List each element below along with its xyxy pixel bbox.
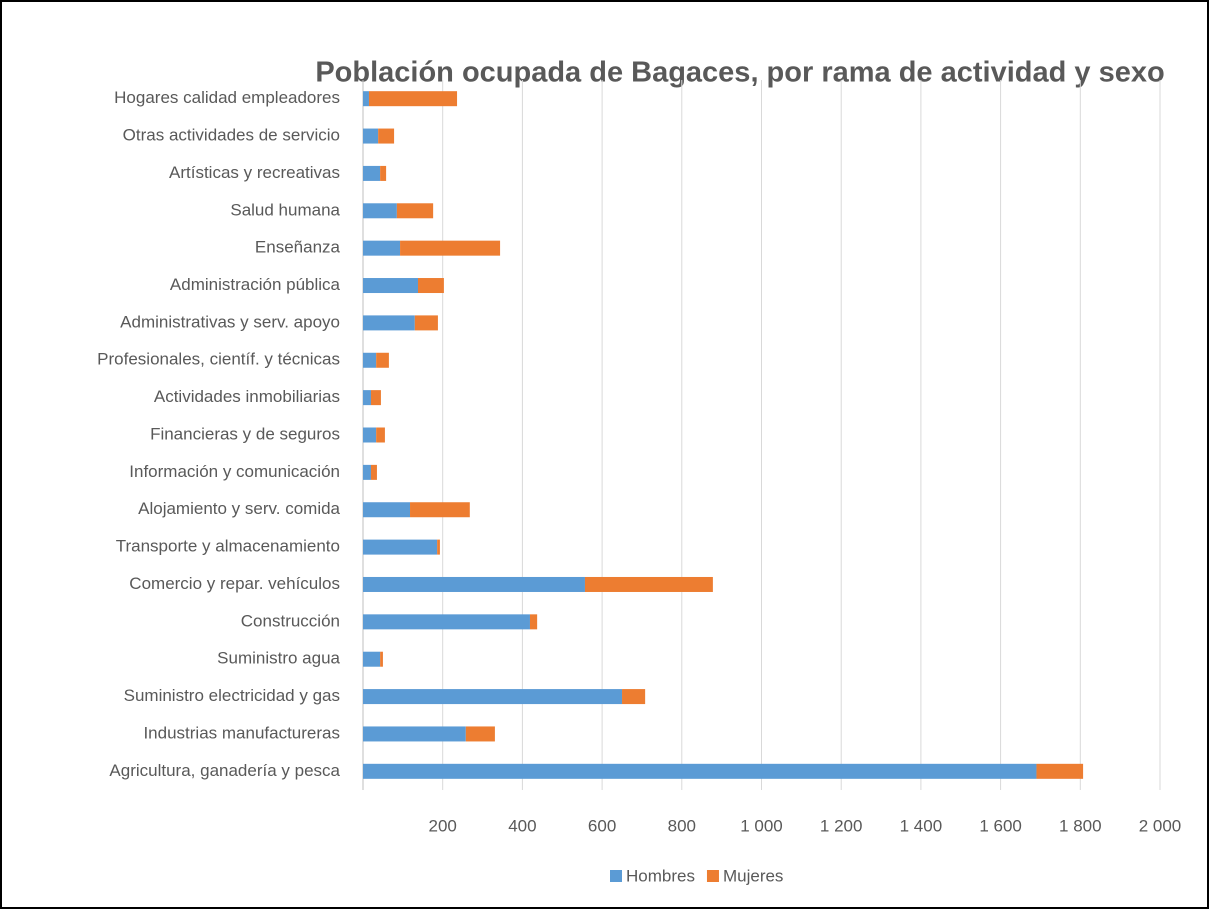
- x-tick-label: 1 000: [740, 816, 783, 835]
- x-tick-label: 400: [508, 816, 536, 835]
- bar-segment: [363, 427, 377, 443]
- y-tick-label: Profesionales, científ. y técnicas: [97, 350, 340, 369]
- bar-segment: [376, 352, 389, 368]
- x-tick-label: 1 200: [820, 816, 863, 835]
- x-tick-label: 800: [668, 816, 696, 835]
- y-tick-label: Suministro agua: [217, 649, 340, 668]
- bar-segment: [363, 464, 371, 480]
- legend-swatch: [610, 870, 622, 882]
- bar-segment: [363, 278, 418, 294]
- bar-segment: [410, 502, 470, 518]
- x-tick-label: 1 800: [1059, 816, 1102, 835]
- bar-segment: [363, 128, 379, 144]
- x-tick-label: 2 000: [1139, 816, 1182, 835]
- bar-segment: [368, 91, 458, 107]
- bar-segment: [380, 165, 387, 181]
- bar-segment: [437, 539, 440, 555]
- y-tick-label: Administración pública: [170, 275, 341, 294]
- y-tick-label: Alojamiento y serv. comida: [138, 499, 340, 518]
- bar-segment: [363, 614, 530, 630]
- x-tick-label: 1 400: [900, 816, 943, 835]
- y-tick-label: Administrativas y serv. apoyo: [120, 312, 340, 331]
- legend-label: Mujeres: [723, 866, 783, 885]
- x-tick-label: 600: [588, 816, 616, 835]
- bar-segment: [370, 390, 381, 406]
- bar-segment: [363, 576, 585, 592]
- y-tick-label: Financieras y de seguros: [150, 424, 340, 443]
- bar-segment: [363, 352, 377, 368]
- legend-swatch: [706, 870, 719, 882]
- bar-segment: [363, 539, 438, 555]
- bar-segment: [363, 203, 397, 219]
- y-tick-label: Otras actividades de servicio: [123, 126, 340, 145]
- x-tick-label: 1 600: [979, 816, 1022, 835]
- y-tick-label: Enseñanza: [255, 238, 341, 257]
- y-tick-label: Información y comunicación: [129, 462, 340, 481]
- bar-segment: [363, 763, 1037, 779]
- bar-segment: [417, 278, 444, 294]
- y-tick-label: Construcción: [241, 611, 340, 630]
- chart-title: Población ocupada de Bagaces, por rama d…: [315, 57, 1164, 89]
- bar-segment: [414, 315, 438, 331]
- bar-segment: [363, 315, 415, 331]
- bar-segment: [363, 651, 381, 667]
- bar-segment: [363, 91, 369, 107]
- bar-segment: [363, 726, 466, 742]
- bar-segment: [622, 689, 646, 705]
- y-tick-label: Transporte y almacenamiento: [116, 537, 340, 556]
- y-tick-label: Industrias manufactureras: [143, 723, 340, 742]
- y-tick-label: Comercio y repar. vehículos: [129, 574, 340, 593]
- legend-label: Hombres: [626, 866, 695, 885]
- bar-segment: [584, 576, 713, 592]
- bar-segment: [396, 203, 434, 219]
- bar-segment: [363, 240, 401, 256]
- y-tick-label: Agricultura, ganadería y pesca: [109, 761, 340, 780]
- bar-segment: [363, 502, 411, 518]
- bar-segment: [378, 128, 395, 144]
- bar-segment: [1036, 763, 1084, 779]
- bar-segment: [376, 427, 385, 443]
- bar-segment: [400, 240, 501, 256]
- y-tick-label: Artísticas y recreativas: [169, 163, 340, 182]
- y-tick-label: Suministro electricidad y gas: [124, 686, 340, 705]
- bar-segment: [380, 651, 383, 667]
- bar-segment: [363, 689, 623, 705]
- bar-segment: [363, 390, 371, 406]
- x-tick-label: 200: [429, 816, 457, 835]
- bar-segment: [465, 726, 495, 742]
- y-tick-label: Hogares calidad empleadores: [114, 88, 340, 107]
- bar-segment: [370, 464, 377, 480]
- y-tick-label: Actividades inmobiliarias: [154, 387, 340, 406]
- bar-segment: [363, 165, 381, 181]
- y-tick-label: Salud humana: [230, 200, 340, 219]
- bar-segment: [529, 614, 538, 630]
